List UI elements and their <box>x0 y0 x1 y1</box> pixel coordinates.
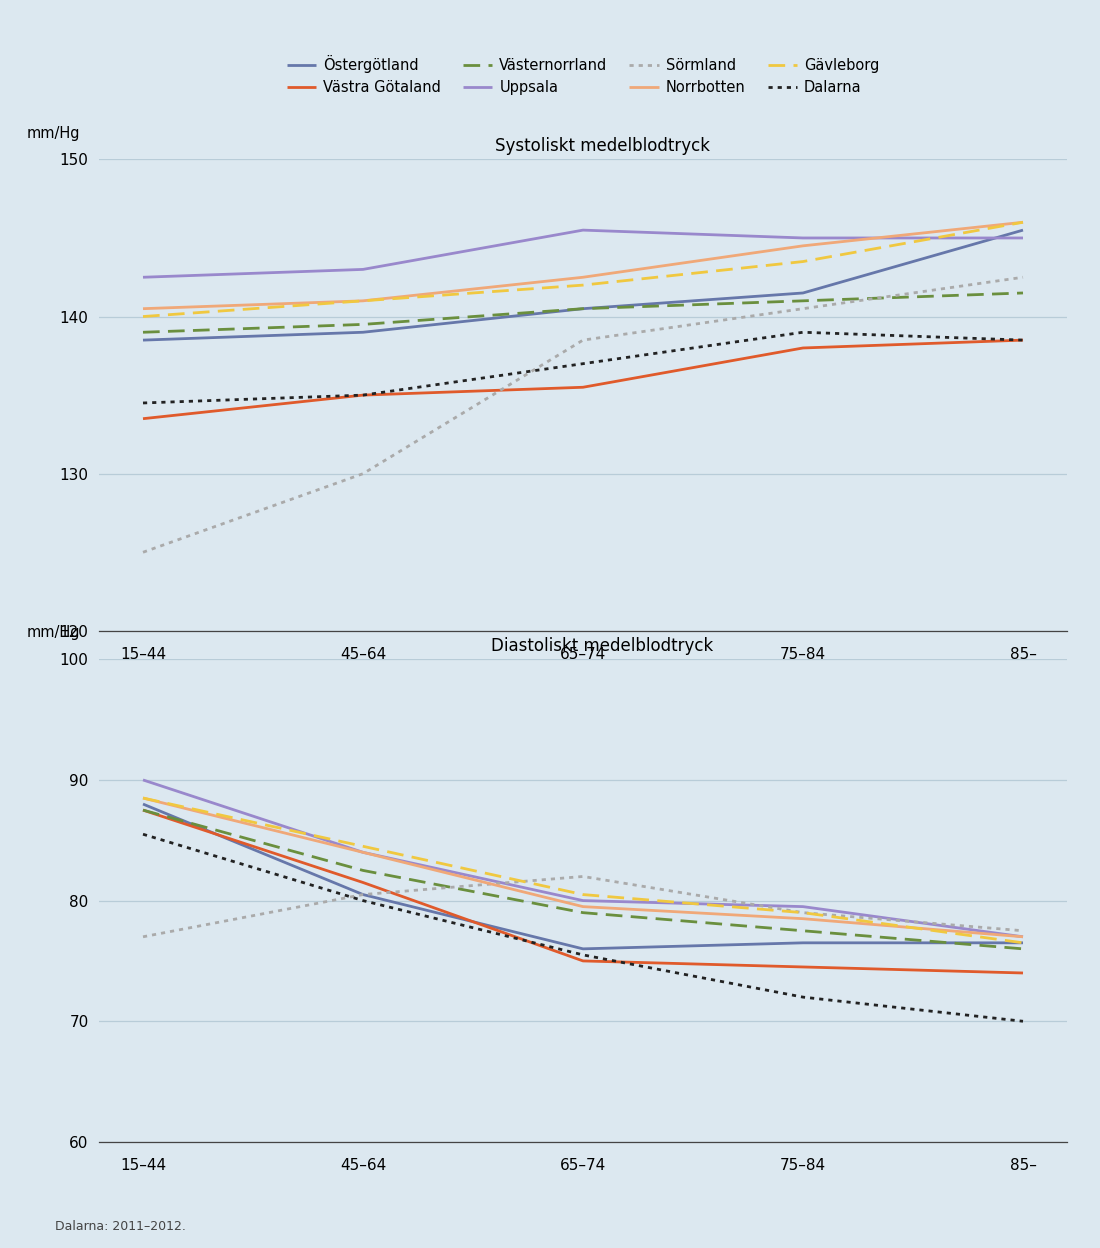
Text: mm/Hg: mm/Hg <box>26 126 80 141</box>
Legend: Östergötland, Västra Götaland, Västernorrland, Uppsala, Sörmland, Norrbotten, Gä: Östergötland, Västra Götaland, Västernor… <box>284 51 882 97</box>
Title: Diastoliskt medelblodtryck: Diastoliskt medelblodtryck <box>492 636 714 655</box>
Title: Systoliskt medelblodtryck: Systoliskt medelblodtryck <box>495 137 710 155</box>
Text: Dalarna: 2011–2012.: Dalarna: 2011–2012. <box>55 1221 186 1233</box>
Text: mm/Hg: mm/Hg <box>26 625 80 640</box>
